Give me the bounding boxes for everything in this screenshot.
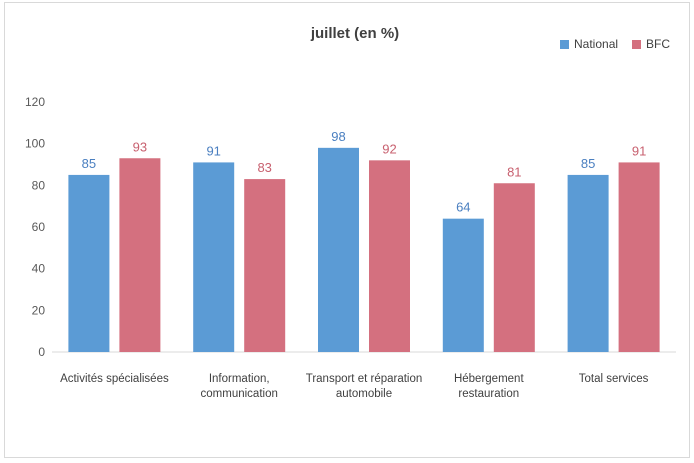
legend-label-national: National (574, 37, 619, 51)
legend-item-national: National (560, 37, 618, 51)
chart-frame: juillet (en %) National BFC (4, 2, 690, 458)
legend-item-bfc: BFC (632, 37, 670, 51)
legend-swatch-bfc (632, 39, 642, 49)
legend-label-bfc: BFC (646, 37, 671, 51)
legend-swatch-national (560, 39, 569, 49)
legend: National BFC (560, 37, 670, 51)
chart-title: juillet (en %) (310, 25, 400, 42)
